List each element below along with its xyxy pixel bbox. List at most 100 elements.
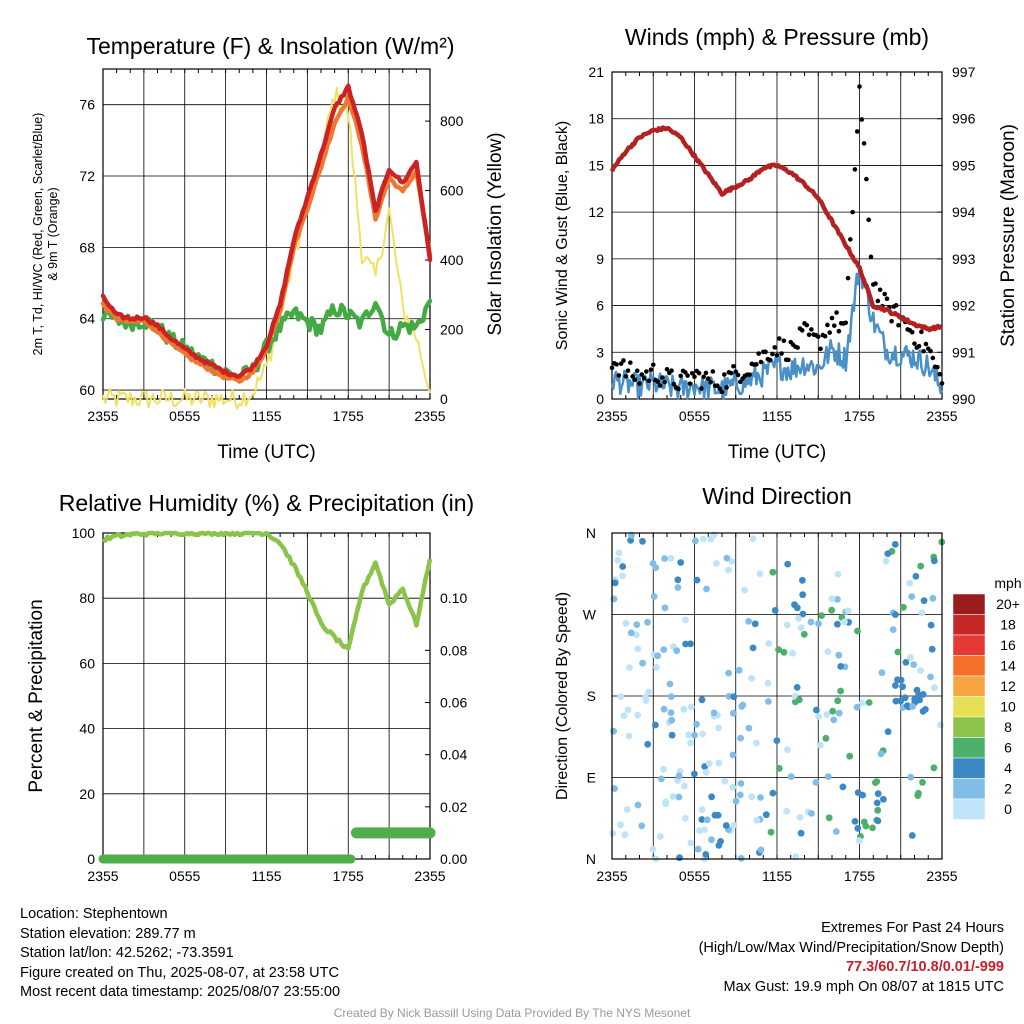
direction-point [894,676,901,684]
direction-point [634,801,642,809]
plot-frame [102,68,431,400]
direction-point [675,793,683,801]
direction-point [837,687,844,695]
direction-point [791,601,798,609]
direction-point [783,621,791,629]
direction-point [914,792,922,799]
wind-gust-point [623,374,629,379]
y2-tick-label: 994 [952,204,976,220]
direction-point [728,558,736,565]
wind-gust-point [696,370,702,376]
direction-point [703,585,710,593]
direction-point [767,828,775,836]
direction-point [737,780,745,787]
x-tick-label: 1755 [844,408,875,424]
wind-gust-point [921,348,926,354]
direction-point [667,709,675,717]
direction-point [644,618,651,626]
wind-gust-point [829,315,835,321]
direction-point [624,706,632,714]
direction-point [837,663,845,670]
direction-point [756,570,764,577]
direction-point [650,593,658,600]
direction-point [911,696,918,703]
direction-point [611,579,619,587]
direction-point [660,646,668,653]
direction-point [825,814,833,822]
legend-color-swatch [952,593,986,615]
direction-point [799,591,807,599]
direction-point [673,647,681,655]
recent-timestamp: Most recent data timestamp: 2025/08/07 2… [20,984,341,1000]
direction-point [741,586,748,594]
direction-point [835,651,843,659]
direction-point [668,731,676,739]
y-tick-label: 72 [79,168,95,184]
direction-point [793,684,801,691]
wind-gust-point [848,237,853,242]
wind-gust-point [818,346,823,352]
direction-point [800,630,808,638]
y-tick-label: 76 [79,97,95,113]
direction-point [737,734,744,742]
wind-gust-point [609,365,615,371]
extremes-subtitle: (High/Low/Max Wind/Precipitation/Snow De… [698,939,1004,956]
direction-point [634,711,642,719]
direction-point [687,739,694,747]
direction-point [765,698,772,705]
direction-point [732,797,740,805]
direction-point [784,746,791,754]
direction-point [753,816,761,824]
y2-tick-label: 997 [952,64,976,80]
direction-point [722,822,730,829]
direction-point [858,699,866,707]
wind-gust-point [909,329,915,335]
direction-point [828,595,836,602]
direction-point [623,806,631,813]
humidity-line [101,530,433,651]
direction-point [661,555,668,562]
direction-point [884,728,892,736]
direction-point [751,620,759,628]
direction-point [699,535,707,543]
direction-point [795,614,802,622]
wind-gust-point [715,383,720,389]
wind-gust-point [637,381,642,386]
wind-gust-point [685,373,690,378]
y-tick-label: 60 [79,382,95,398]
y-tick-label: 0 [596,391,604,407]
wind-gust-point [836,328,842,334]
direction-point [892,697,900,705]
y-tick-label: 9 [596,251,604,267]
figure-created: Figure created on Thu, 2025-08-07, at 23… [20,964,339,981]
wind-gust-point [735,372,741,378]
y-tick-label: 20 [79,786,95,802]
wind-gust-point [630,374,635,379]
direction-point [889,626,897,633]
direction-point [855,837,863,845]
direction-point [775,765,783,772]
y-axis-label: Percent & Precipitation [26,599,47,792]
direction-point [682,814,689,822]
temperature-series-line [102,86,431,410]
x-tick-label: 0555 [169,408,200,424]
direction-point [654,652,662,660]
direction-point [795,696,803,704]
wind-gust-point [687,381,693,386]
wind-gust-point [628,360,633,365]
direction-point [675,772,683,780]
extremes-title: Extremes For Past 24 Hours [821,920,1004,936]
y2-tick-label: 0.06 [440,695,467,711]
direction-point [784,560,792,568]
wind-gust-point [721,372,727,377]
wind-gust-point [850,209,855,215]
direction-point [796,814,804,821]
direction-point [854,825,862,832]
direction-point [676,854,683,862]
wind-gust-point [806,332,812,338]
wind-gust-point [708,379,713,385]
wind-gust-point [912,341,917,346]
direction-point [851,818,859,825]
direction-point [730,709,737,717]
wind-gust-point [664,366,670,372]
